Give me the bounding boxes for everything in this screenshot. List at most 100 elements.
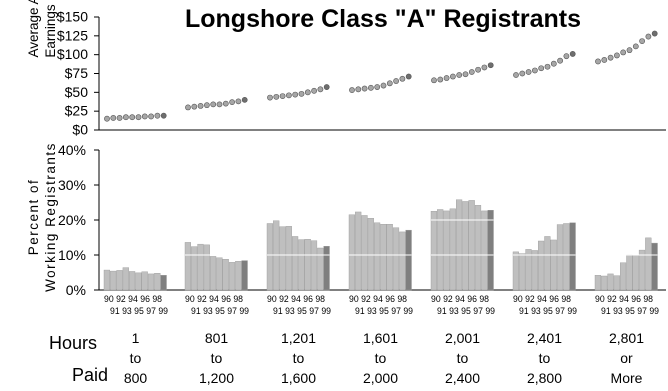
earnings-point [323, 84, 330, 90]
earnings-point [607, 54, 614, 61]
percent-bar [386, 223, 393, 291]
earnings-point [393, 78, 399, 84]
percent-bar [228, 262, 236, 291]
earnings-point [569, 51, 576, 57]
earnings-y-tick-label: $0 [72, 122, 88, 138]
earnings-point [620, 49, 627, 56]
percent-bar [361, 215, 368, 291]
percent-bar [197, 243, 204, 291]
earnings-point [361, 85, 368, 92]
earnings-point [279, 93, 286, 99]
earnings-point [487, 62, 494, 69]
earnings-point [273, 93, 280, 100]
hours-label: Hours [49, 333, 97, 353]
earnings-point [298, 90, 305, 97]
earnings-point [519, 70, 526, 77]
footer-group-line: 2,400 [445, 370, 480, 386]
earnings-point [532, 67, 538, 74]
earnings-point [285, 92, 292, 99]
earnings-point [449, 73, 456, 80]
percent-bar [601, 275, 608, 291]
earnings-point [355, 86, 362, 93]
percent-bar [355, 211, 362, 291]
earnings-point [651, 30, 658, 37]
percent-bar [235, 261, 242, 291]
percent-bar [456, 199, 463, 291]
percent-bar [135, 272, 142, 291]
percent-bar [531, 250, 538, 291]
footer-group-line: to [130, 350, 142, 366]
earnings-point [104, 115, 110, 122]
earnings-point [462, 71, 469, 78]
earnings-point [614, 52, 620, 59]
percent-bar [241, 260, 248, 291]
percent-x-tick-row1: 90 92 94 96 98 [349, 294, 407, 305]
earnings-point [116, 115, 123, 121]
percent-x-tick-row2: 91 93 95 97 99 [273, 306, 331, 317]
earnings-point [481, 64, 488, 71]
percent-bar [481, 210, 488, 291]
percent-bar [437, 209, 444, 291]
hours-paid-footer: Hours Paid 1to800801to1,2001,201to1,6001… [49, 330, 644, 386]
footer-group-line: 801 [205, 330, 229, 346]
footer-group-line: 2,401 [527, 330, 562, 346]
earnings-point [241, 96, 248, 103]
percent-bar [487, 209, 494, 291]
earnings-y-ticks: $0 $25 $50 $75 $100 $125 $150 [57, 9, 99, 138]
percent-y-tick-label: 0% [66, 282, 86, 298]
chart-title: Longshore Class "A" Registrants [185, 5, 581, 33]
percent-bar [544, 236, 551, 291]
percent-x-tick-row2: 91 93 95 97 99 [355, 306, 413, 317]
percent-y-tick-label: 20% [58, 212, 86, 228]
percent-bars [103, 199, 658, 291]
percent-bar [141, 271, 148, 291]
earnings-point [123, 114, 129, 121]
earnings-point [601, 57, 608, 63]
earnings-point [632, 43, 639, 50]
percent-bar [512, 251, 520, 291]
percent-ylabel-line1: Percent of [26, 179, 41, 256]
earnings-point [374, 84, 381, 90]
earnings-y-tick-label: $50 [65, 84, 89, 100]
percent-bar [430, 211, 438, 291]
percent-x-tick-row2: 91 93 95 97 99 [519, 306, 577, 317]
percent-bar [122, 267, 129, 291]
percent-bar [594, 275, 602, 291]
paid-label: Paid [72, 365, 108, 385]
percent-bar [128, 271, 136, 291]
earnings-y-tick-label: $150 [57, 9, 88, 25]
earnings-point [191, 103, 198, 110]
earnings-point [160, 112, 167, 119]
percent-bar [310, 240, 318, 291]
earnings-point [557, 57, 563, 64]
earnings-point [185, 104, 191, 111]
percent-bar [443, 210, 450, 291]
percent-bar [203, 244, 210, 291]
earnings-point [595, 58, 601, 65]
percent-bar [632, 254, 639, 291]
earnings-point [468, 69, 475, 75]
percent-bar [209, 256, 217, 291]
percent-bar [462, 201, 469, 291]
percent-bar [405, 229, 412, 291]
percent-bar [392, 227, 400, 291]
percent-bar [154, 273, 161, 291]
earnings-point [367, 84, 374, 91]
earnings-point [563, 53, 570, 60]
footer-group-line: 1 [132, 330, 140, 346]
footer-group-line: to [375, 350, 387, 366]
percent-bar [116, 270, 123, 291]
earnings-point [380, 82, 387, 89]
footer-group-line: 2,000 [363, 370, 398, 386]
earnings-point [645, 33, 652, 40]
percent-bar [449, 208, 456, 291]
earnings-point [141, 113, 148, 120]
percent-bar [399, 231, 406, 291]
earnings-point [639, 38, 645, 45]
earnings-point [399, 75, 406, 82]
percent-bar [607, 273, 614, 291]
footer-group-line: or [620, 350, 633, 366]
earnings-point [292, 91, 299, 98]
footer-groups: 1 to 800 801 to 1,200 1,201 to 1,600 1,601 to 2,000… [124, 330, 644, 386]
